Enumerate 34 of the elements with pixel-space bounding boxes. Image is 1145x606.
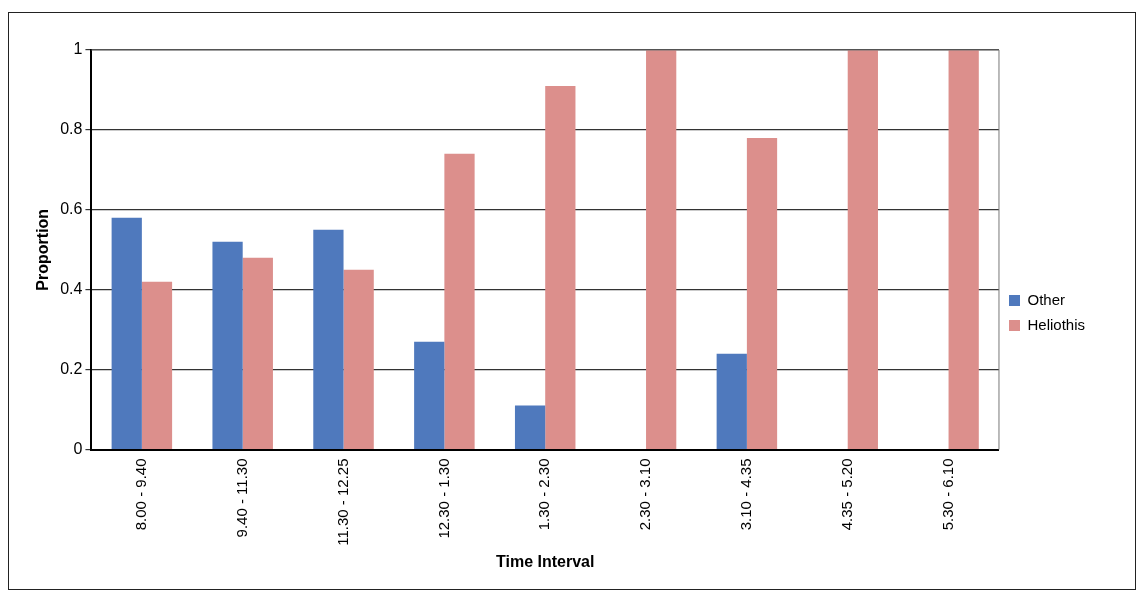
- x-tick-label: 12.30 - 1.30: [434, 458, 452, 539]
- bar: [313, 229, 344, 449]
- legend-label: Heliothis: [1027, 315, 1086, 333]
- x-tick-label: 4.35 - 5.20: [837, 458, 855, 531]
- x-tick-label: 3.10 - 4.35: [737, 458, 755, 531]
- x-axis-title: Time Interval: [496, 552, 595, 570]
- bar: [444, 153, 475, 449]
- bar: [646, 50, 677, 449]
- bar: [847, 50, 878, 449]
- bar: [716, 353, 747, 449]
- y-tick-label: 0.6: [60, 200, 83, 218]
- y-tick-label: 0: [73, 439, 83, 457]
- x-tick-label: 11.30 - 12.25: [333, 458, 351, 546]
- x-tick-label: 1.30 - 2.30: [535, 458, 553, 531]
- bar: [212, 241, 243, 449]
- x-tick-label: 5.30 - 6.10: [938, 458, 956, 531]
- legend-label: Other: [1027, 290, 1065, 308]
- bar: [343, 269, 374, 449]
- bar: [242, 257, 273, 449]
- bar: [514, 405, 546, 449]
- bar: [111, 217, 142, 449]
- x-tick-label: 8.00 - 9.40: [132, 458, 149, 531]
- bar: [948, 50, 979, 449]
- x-tick-label: 2.30 - 3.10: [636, 458, 654, 531]
- y-tick-label: 0.8: [60, 120, 83, 138]
- bar: [746, 137, 778, 449]
- y-tick-label: 0.4: [60, 280, 83, 298]
- bar: [141, 281, 173, 449]
- bar: [414, 341, 445, 449]
- y-axis-title: Proportion: [34, 208, 52, 291]
- y-tick-label: 0.2: [60, 360, 83, 378]
- y-tick-label: 1: [73, 40, 83, 58]
- bar: [545, 85, 576, 449]
- x-tick-label: 9.40 - 11.30: [232, 458, 250, 538]
